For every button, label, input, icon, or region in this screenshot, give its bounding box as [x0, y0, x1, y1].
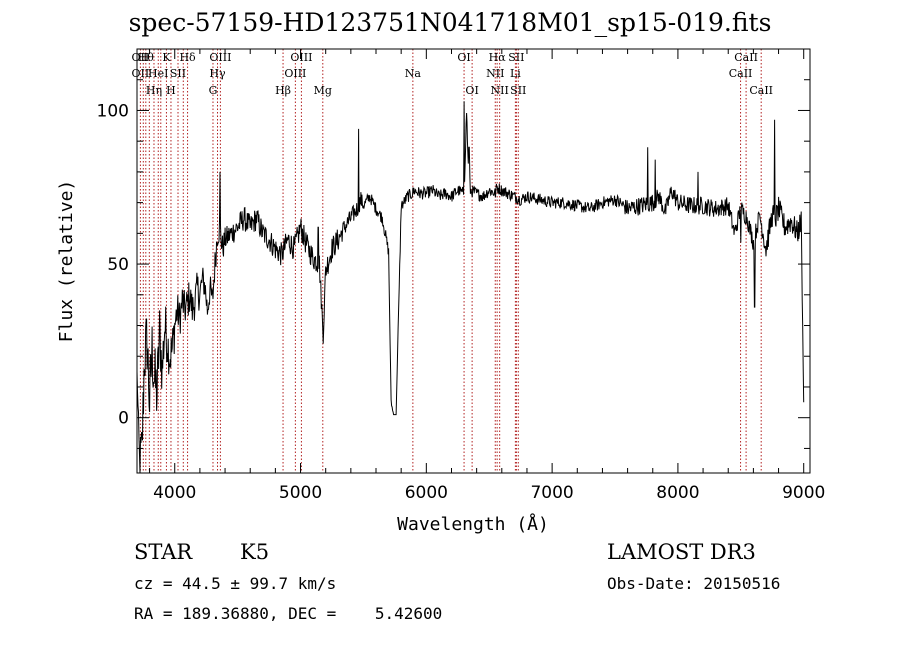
y-axis-label: Flux (relative)	[56, 180, 77, 343]
line-labels: OIIOIIHθHηHeIKHSIIHδGHγOIIIHβOIIIOIIIMgN…	[132, 51, 773, 97]
spectral-line-label: K	[162, 51, 171, 64]
spectral-line-label: CaII	[749, 84, 773, 97]
survey-name: LAMOST DR3	[607, 540, 756, 564]
flux-series-line	[136, 101, 805, 474]
spectral-line-label: HeI	[148, 67, 168, 80]
spectral-line-label: Hθ	[138, 51, 155, 64]
ra-dec: RA = 189.36880, DEC = 5.42600	[134, 604, 443, 623]
spectral-line-label: H	[166, 84, 176, 97]
spectral-line-label: OIII	[284, 67, 306, 80]
x-tick-label: 9000	[782, 483, 825, 503]
spectral-line-label: NII	[486, 67, 504, 80]
y-tick-label: 100	[97, 101, 129, 121]
spectral-line-label: OII	[132, 67, 150, 80]
chart-title: spec-57159-HD123751N041718M01_sp15-019.f…	[128, 8, 772, 37]
spectral-line-label: Hβ	[275, 84, 291, 97]
spectral-line-label: NII	[491, 84, 509, 97]
spectral-line-label: OI	[465, 84, 478, 97]
x-axis-label: Wavelength (Å)	[397, 513, 549, 535]
spectral-line-label: Na	[405, 67, 422, 80]
x-tick-label: 8000	[656, 483, 699, 503]
spectral-line-label: SII	[508, 51, 524, 64]
spectral-line-label: Hγ	[209, 67, 226, 80]
plot-frame	[136, 48, 811, 474]
spectral-line-label: Mg	[314, 84, 332, 97]
spectral-line-label: OIII	[290, 51, 312, 64]
spectral-line-label: OIII	[209, 51, 231, 64]
obs-date: Obs-Date: 20150516	[607, 574, 781, 593]
spectral-line-label: OI	[457, 51, 470, 64]
y-tick-label: 0	[118, 409, 129, 429]
redshift-cz: cz = 44.5 ± 99.7 km/s	[134, 574, 337, 593]
spectral-line-label: Hα	[489, 51, 507, 64]
spectral-line-label: CaII	[734, 51, 758, 64]
spectral-line-label: SII	[510, 84, 526, 97]
spectral-line-label: G	[209, 84, 218, 97]
spectral-line-label: Hη	[146, 84, 162, 97]
spectral-line-label: Hδ	[179, 51, 196, 64]
spectral-line-label: CaII	[729, 67, 753, 80]
spectral-line-label: OII	[132, 51, 150, 64]
spectral-line-label: Li	[510, 67, 521, 80]
x-tick-label: 7000	[530, 483, 573, 503]
x-tick-label: 6000	[405, 483, 448, 503]
x-tick-label: 4000	[153, 483, 196, 503]
line-markers	[139, 49, 762, 473]
spectral-line-label: SII	[170, 67, 186, 80]
object-subclass: K5	[240, 540, 270, 564]
x-tick-label: 5000	[279, 483, 322, 503]
y-tick-label: 50	[107, 255, 129, 275]
axis-ticks: 4000 5000 6000 7000 8000 9000 0 50 100	[97, 49, 825, 503]
object-class: STAR	[134, 540, 193, 564]
